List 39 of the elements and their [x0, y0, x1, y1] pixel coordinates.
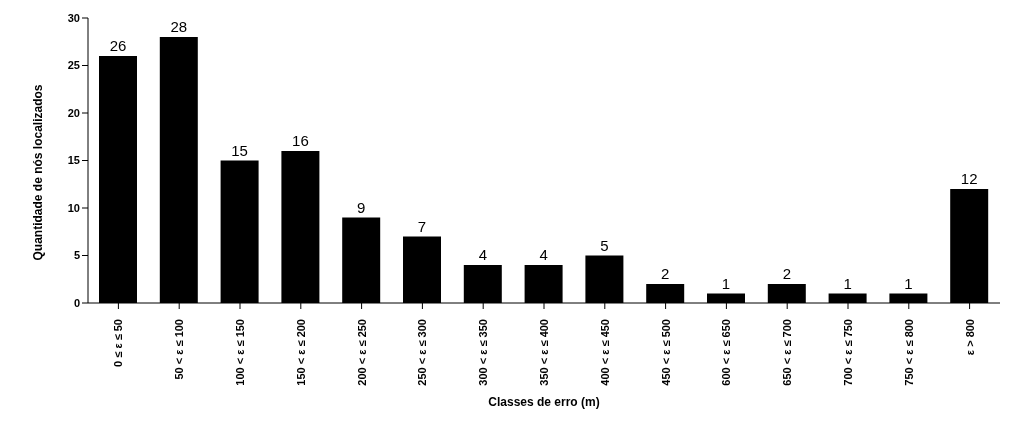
data-label: 1	[904, 274, 913, 292]
data-label: 28	[170, 18, 188, 35]
x-tick-label: 650 < ε ≤ 700	[781, 319, 794, 386]
x-tick-label: 100 < ε ≤ 150	[234, 319, 246, 386]
data-label: 26	[109, 37, 127, 54]
x-tick-label: 700 < ε ≤ 750	[842, 319, 854, 386]
data-label: 15	[231, 141, 248, 159]
y-tick-label: 25	[67, 59, 80, 72]
x-tick-label: 250 < ε ≤ 300	[416, 319, 429, 386]
y-tick-label: 20	[67, 106, 80, 119]
data-label: 12	[960, 170, 978, 187]
x-axis-title: Classes de erro (m)	[488, 395, 600, 409]
x-tick-label: 200 < ε ≤ 250	[355, 319, 368, 386]
y-axis-title: Quantidade de nós localizados	[31, 84, 46, 261]
x-tick-label: 450 < ε ≤ 500	[659, 319, 672, 386]
data-label: 2	[661, 265, 670, 282]
y-tick-label: 5	[73, 249, 80, 262]
data-label: 7	[417, 217, 427, 235]
y-tick-label: 10	[67, 201, 80, 214]
data-label: 4	[478, 246, 487, 263]
y-tick-label: 15	[67, 154, 80, 167]
data-label: 1	[721, 274, 731, 292]
x-tick-label: 350 < ε ≤ 400	[538, 319, 550, 386]
x-tick-label: 400 < ε ≤ 450	[598, 319, 611, 386]
x-tick-label: 750 < ε ≤ 800	[902, 319, 915, 386]
x-tick-label: 0 ≤ ε ≤ 50	[112, 319, 125, 367]
data-label: 9	[357, 198, 366, 216]
x-tick-label: 150 < ε ≤ 200	[294, 319, 307, 386]
data-label: 4	[539, 246, 548, 263]
data-label: 2	[782, 265, 791, 282]
data-label: 5	[600, 236, 609, 254]
data-label: 16	[292, 132, 309, 149]
x-tick-label: 50 < ε ≤ 100	[173, 319, 186, 380]
data-label: 1	[843, 274, 852, 292]
x-tick-label: ε > 800	[963, 319, 976, 356]
y-tick-label: 30	[67, 11, 80, 24]
y-tick-label: 0	[73, 296, 80, 309]
x-tick-label: 600 < ε ≤ 650	[720, 319, 733, 386]
x-tick-label: 300 < ε ≤ 350	[477, 319, 490, 386]
